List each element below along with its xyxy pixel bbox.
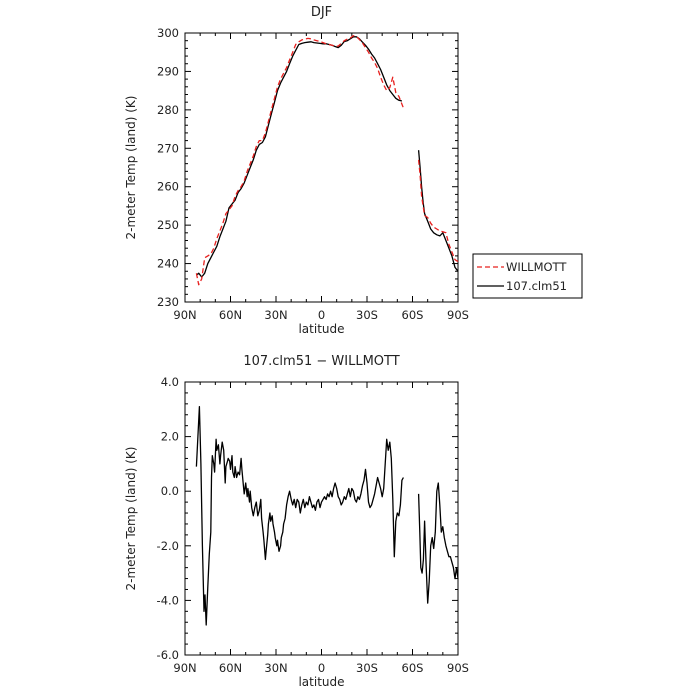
series-segment-1 (195, 35, 405, 286)
plot-title: DJF (311, 5, 332, 20)
y-tick-label: 230 (157, 295, 179, 309)
legend-label: 107.clm51 (506, 279, 567, 293)
y-tick-label: 280 (157, 103, 179, 117)
x-tick-label: 90N (173, 661, 196, 675)
y-tick-label: -6.0 (157, 648, 179, 662)
legend: WILLMOTT 107.clm51 (472, 253, 583, 299)
y-tick-label: 300 (157, 26, 179, 40)
series-willmott-line (195, 35, 459, 286)
y-tick-label: 240 (157, 257, 179, 271)
y-tick-label: 0.0 (161, 484, 179, 498)
chart-panel-1: 90N 60N 30N 0 30S 60S 90S 230 240 250 260 270 280 290… (124, 5, 583, 336)
y-tick-label: 4.0 (161, 375, 179, 389)
plot-area (195, 35, 459, 286)
plot-title: 107.clm51 − WILLMOTT (243, 354, 399, 369)
x-tick-label: 30N (264, 661, 287, 675)
x-tick-label: 30S (356, 661, 378, 675)
x-tick-label: 60N (219, 308, 242, 322)
plot-frame (184, 32, 459, 303)
plot-frame (184, 381, 459, 656)
x-tick-label: 60N (219, 661, 242, 675)
series-difference-line (195, 405, 459, 626)
plot-area (195, 405, 459, 626)
x-axis-title: latitude (298, 675, 344, 689)
series-segment-1 (195, 36, 403, 278)
x-tick-label: 30N (264, 308, 287, 322)
y-tick-label: 2.0 (161, 430, 179, 444)
x-tick-label: 0 (318, 308, 325, 322)
legend-box (472, 253, 583, 299)
series-segment-2 (417, 159, 459, 263)
series-segment-2 (417, 150, 459, 272)
x-tick-label: 0 (318, 661, 325, 675)
x-tick-label: 90N (173, 308, 196, 322)
y-tick-label: 290 (157, 64, 179, 78)
x-axis-title: latitude (298, 322, 344, 336)
series-segment-1 (195, 405, 404, 626)
legend-label: WILLMOTT (506, 260, 567, 274)
series-107-clm51-line (195, 36, 459, 278)
x-tick-label: 90S (447, 661, 469, 675)
y-axis-title: 2-meter Temp (land) (K) (124, 447, 138, 591)
x-tick-label: 60S (402, 661, 424, 675)
x-tick-label: 60S (402, 308, 424, 322)
y-axis-title: 2-meter Temp (land) (K) (124, 96, 138, 240)
chart-panel-2: 90N 60N 30N 0 30S 60S 90S 4.0 2.0 0.0 -2.0 -4.0 -6.0… (124, 354, 469, 689)
y-tick-label: -2.0 (157, 539, 179, 553)
x-tick-label: 90S (447, 308, 469, 322)
y-tick-label: 260 (157, 180, 179, 194)
y-tick-label: -4.0 (157, 593, 179, 607)
y-tick-label: 250 (157, 218, 179, 232)
series-segment-2 (417, 482, 459, 604)
x-tick-label: 30S (356, 308, 378, 322)
y-tick-label: 270 (157, 141, 179, 155)
